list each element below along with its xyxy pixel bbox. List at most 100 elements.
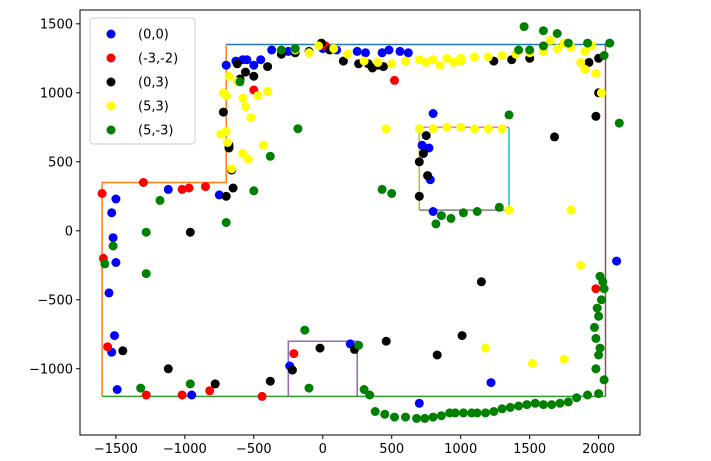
data-point	[97, 189, 107, 198]
data-point	[263, 62, 273, 72]
data-point	[580, 46, 590, 56]
data-point	[107, 208, 117, 218]
data-point	[486, 378, 496, 388]
data-point	[538, 26, 548, 36]
data-point	[614, 118, 624, 128]
data-point	[421, 57, 431, 67]
data-point	[494, 202, 504, 212]
data-point	[238, 149, 248, 158]
data-point	[241, 102, 250, 112]
data-point	[387, 189, 397, 198]
data-point	[390, 412, 399, 422]
data-point	[414, 124, 424, 134]
data-point	[596, 88, 606, 98]
data-point	[555, 398, 565, 408]
data-point	[550, 132, 559, 142]
data-point	[497, 124, 507, 134]
data-point	[104, 288, 114, 298]
data-point	[390, 75, 399, 85]
x-tick-label: −1500	[94, 442, 138, 457]
data-point	[436, 411, 446, 421]
y-axis-ticks: −1000 −500 0 500 1000 1500	[29, 17, 80, 377]
data-point	[436, 211, 446, 221]
data-point	[420, 413, 430, 423]
data-point	[470, 52, 479, 62]
data-point	[456, 56, 466, 66]
legend-marker	[106, 77, 116, 87]
data-point	[483, 124, 493, 134]
data-point	[108, 241, 118, 251]
data-point	[338, 56, 348, 66]
data-point	[249, 60, 259, 70]
data-point	[572, 393, 582, 403]
data-point	[450, 408, 460, 418]
data-point	[100, 259, 110, 269]
data-point	[265, 376, 275, 386]
data-point	[304, 48, 314, 58]
data-point	[395, 46, 405, 56]
data-point	[141, 227, 151, 237]
data-point	[112, 385, 122, 394]
data-point	[591, 284, 601, 294]
data-point	[428, 412, 438, 422]
data-point	[387, 59, 397, 69]
y-tick-label: 500	[48, 155, 73, 170]
data-point	[241, 67, 250, 77]
data-point	[591, 333, 601, 343]
data-point	[185, 227, 195, 237]
data-point	[221, 60, 231, 70]
data-point	[547, 400, 557, 410]
y-tick-label: 1000	[40, 86, 73, 101]
data-point	[449, 57, 459, 67]
data-point	[504, 110, 514, 120]
y-tick-label: −500	[37, 293, 73, 308]
data-point	[300, 325, 310, 335]
data-point	[458, 408, 468, 418]
data-point	[293, 124, 303, 134]
data-point	[489, 407, 499, 416]
data-point	[580, 64, 590, 74]
data-point	[377, 184, 387, 194]
data-point	[545, 35, 555, 45]
data-point	[218, 107, 228, 117]
x-tick-label: −500	[236, 442, 272, 457]
data-point	[591, 111, 601, 121]
legend-label: (-3,-2)	[138, 52, 178, 67]
data-point	[594, 389, 604, 399]
data-point	[103, 342, 113, 352]
data-point	[253, 91, 263, 101]
data-point	[457, 331, 467, 341]
data-point	[590, 322, 599, 332]
x-axis-ticks: −1500 −1000 −500 0 500 1000 1500 2000	[94, 435, 615, 457]
data-point	[210, 379, 220, 389]
data-point	[163, 364, 173, 374]
series-4	[100, 22, 624, 423]
data-point	[595, 271, 605, 281]
data-point	[442, 53, 452, 63]
data-point	[525, 45, 535, 55]
data-point	[224, 71, 234, 81]
data-point	[472, 207, 482, 216]
data-point	[424, 143, 434, 153]
data-point	[201, 182, 210, 192]
data-point	[163, 184, 173, 194]
data-point	[428, 109, 438, 118]
data-point	[381, 336, 391, 346]
data-point	[276, 45, 286, 55]
data-point	[384, 45, 394, 55]
data-point	[216, 129, 226, 139]
data-point	[108, 233, 118, 243]
data-point	[442, 122, 452, 132]
x-tick-label: 0	[319, 442, 327, 457]
data-point	[563, 397, 573, 407]
data-point	[599, 375, 609, 385]
data-point	[505, 402, 515, 412]
series-1	[97, 41, 601, 401]
data-point	[432, 350, 442, 360]
legend-label: (5,-3)	[138, 124, 174, 139]
data-point	[519, 22, 529, 32]
data-point	[514, 45, 524, 55]
data-point	[246, 113, 256, 123]
data-point	[214, 190, 224, 200]
data-point	[111, 258, 121, 267]
